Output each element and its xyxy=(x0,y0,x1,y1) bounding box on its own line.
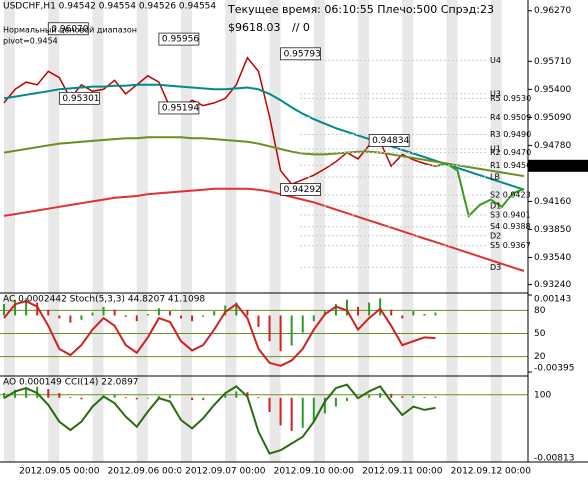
y-tick-label: 0.94780 xyxy=(534,141,571,151)
level-label: D2 xyxy=(490,231,501,240)
price-box xyxy=(47,22,89,36)
current-price-tag xyxy=(528,159,588,172)
x-tick-label: 2012.09.06 00:00 xyxy=(108,467,189,477)
x-tick-label: 2012.09.05 00:00 xyxy=(19,467,100,477)
price-box xyxy=(158,32,200,46)
session-stripe xyxy=(4,0,15,462)
y-tick-label: 0.95710 xyxy=(534,57,571,67)
y2-tick-label: 20 xyxy=(534,352,546,362)
y-tick-label: 0.96270 xyxy=(534,6,571,16)
session-stripe xyxy=(181,0,193,462)
orders: // 0 xyxy=(292,21,310,34)
level-label: D3 xyxy=(490,263,501,272)
x-label-bg xyxy=(103,464,192,476)
level-label: U4 xyxy=(490,56,501,65)
y-tick-label: 0.00143 xyxy=(534,295,571,305)
level-label: S2 0.9423 xyxy=(490,191,531,200)
balance: $9618.03 xyxy=(228,21,281,34)
price-box xyxy=(158,101,200,115)
series-line xyxy=(3,136,525,178)
session-stripe xyxy=(225,0,237,462)
chart-title: USDCHF,H1 0.94542 0.94554 0.94526 0.9455… xyxy=(3,2,216,12)
level-label: D1 xyxy=(490,201,501,210)
x-label-bg xyxy=(269,464,358,476)
level-label: S5 0.9367 xyxy=(490,241,531,250)
price-box-label: 0.94292 xyxy=(284,185,321,195)
session-stripe xyxy=(92,0,104,462)
y-tick-label: 0.93540 xyxy=(534,253,571,263)
level-label: R1 0.9456 xyxy=(490,161,531,170)
price-box-label: 0.95793 xyxy=(284,49,321,59)
level-label: S3 0.9401 xyxy=(490,210,531,219)
price-box xyxy=(280,183,321,196)
panel-title: AC 0.0002442 Stoch(5,3,3) 44.8207 41.109… xyxy=(3,295,205,305)
status: Текущее время: 06:10:55 Плечо:500 Спрэд:… xyxy=(227,3,494,16)
level-label: R2 0.9470 xyxy=(490,148,531,157)
level-label: R3 0.9490 xyxy=(490,130,531,139)
y-tick-label: 0.93850 xyxy=(534,225,571,235)
x-label-bg xyxy=(446,464,535,476)
price-box-label: 0.96070 xyxy=(51,24,88,34)
x-tick-label: 2012.09.12 00:00 xyxy=(451,467,532,477)
price-box-label: 0.95956 xyxy=(162,35,199,45)
session-stripe xyxy=(269,0,281,462)
x-label-bg xyxy=(358,464,447,476)
level-label: LB xyxy=(490,173,500,182)
x-label-bg xyxy=(181,464,270,476)
price-box xyxy=(280,47,321,61)
y2-tick-label: 50 xyxy=(534,329,546,339)
y-tick-label: -0.00813 xyxy=(534,454,574,464)
x-tick-label: 2012.09.10 00:00 xyxy=(274,467,355,477)
level-label: U1 xyxy=(490,145,501,154)
y-tick-label: 0.93240 xyxy=(534,280,571,290)
session-stripe xyxy=(136,0,148,462)
x-tick-label: 2012.09.07 00:00 xyxy=(185,467,266,477)
session-stripe xyxy=(446,0,458,462)
series-line xyxy=(3,187,525,272)
session-stripe xyxy=(313,0,325,462)
y2-tick-label: 80 xyxy=(534,306,546,316)
level-label: S4 0.9388 xyxy=(490,222,531,231)
x-tick-label: 2012.09.11 00:00 xyxy=(362,467,443,477)
price-box-label: 0.95194 xyxy=(162,103,199,113)
session-stripe xyxy=(490,0,502,462)
pivot-note: pivot=0.9454 xyxy=(3,37,58,46)
series-line xyxy=(435,162,525,218)
level-label: U3 xyxy=(490,89,501,98)
price-box xyxy=(368,134,410,147)
level-label: R4 0.9509 xyxy=(490,113,531,122)
x-label-bg xyxy=(15,464,104,476)
panel-title: AO 0.000149 CCI(14) 22.0897 xyxy=(3,378,139,388)
price-box-label: 0.95301 xyxy=(62,94,99,104)
series-line xyxy=(3,383,436,455)
y-tick-label: -0.00395 xyxy=(534,364,574,374)
price-box xyxy=(58,91,100,105)
session-stripe xyxy=(358,0,370,462)
range-note: Нормальный ценовой диапазон xyxy=(3,26,137,35)
session-stripe xyxy=(402,0,414,462)
y-tick-label: 0.95090 xyxy=(534,113,571,123)
price-box-label: 0.94834 xyxy=(372,136,409,146)
y-tick-label: 0.94160 xyxy=(534,197,571,207)
y-tick-label: 0.95400 xyxy=(534,85,571,95)
current-price-label: 0.94554 xyxy=(534,161,571,171)
y2-tick-label: 100 xyxy=(534,390,551,400)
level-label: R5 0.9530 xyxy=(490,94,531,103)
series-line xyxy=(3,300,436,367)
session-stripe xyxy=(48,0,60,462)
